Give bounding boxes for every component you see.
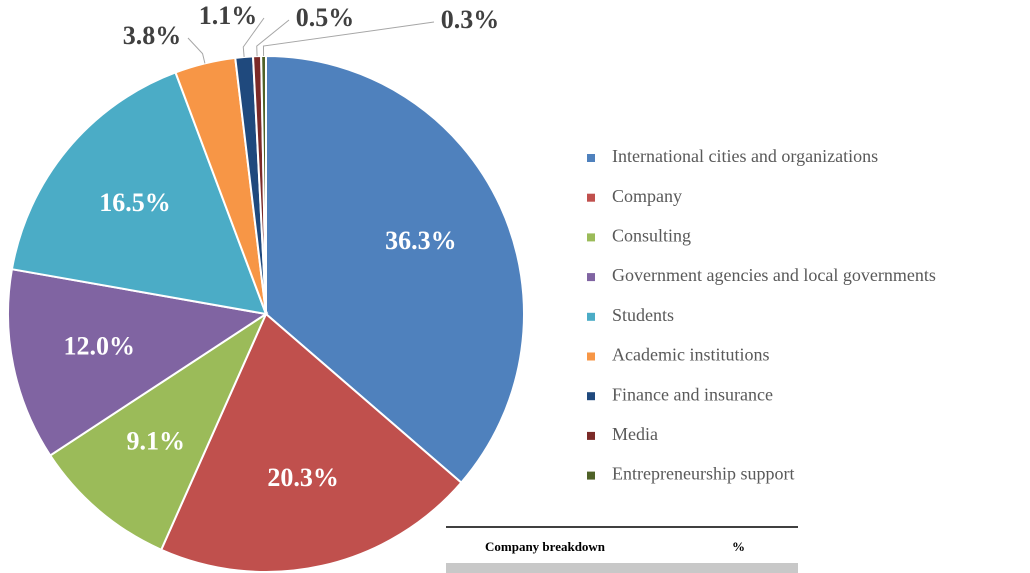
pie-slice: [7, 268, 269, 457]
data-label: 36.3%: [385, 226, 457, 255]
legend-marker: [587, 352, 595, 361]
leader-line: [256, 19, 290, 57]
pie-slice: [10, 71, 268, 316]
legend-marker: [587, 312, 595, 321]
legend-marker: [587, 431, 595, 440]
data-label: 3.8%: [123, 21, 182, 50]
data-label: 0.3%: [441, 5, 500, 34]
table-header: Company breakdown: [485, 539, 606, 554]
legend-label: Media: [612, 424, 658, 444]
legend-marker: [587, 392, 595, 401]
legend-label: International cities and organizations: [612, 146, 878, 166]
data-label: 16.5%: [99, 188, 171, 217]
legend-marker: [587, 233, 595, 242]
legend-marker: [587, 471, 595, 480]
data-label: 9.1%: [126, 427, 185, 456]
data-label: 0.5%: [296, 3, 355, 32]
leader-line: [262, 21, 435, 57]
legend-label: Students: [612, 305, 674, 325]
pie-slice: [48, 311, 269, 552]
pie-slice: [265, 54, 525, 485]
legend-marker: [587, 273, 595, 282]
legend-marker: [587, 193, 595, 202]
table-band: [446, 563, 798, 573]
leader-line: [242, 17, 265, 57]
data-label: 1.1%: [199, 1, 258, 30]
legend-marker: [587, 154, 595, 162]
legend-label: Academic institutions: [612, 345, 769, 365]
legend-label: Government agencies and local government…: [612, 265, 936, 285]
data-label: 12.0%: [63, 331, 135, 360]
pie-slice: [159, 312, 463, 573]
legend-label: Consulting: [612, 226, 691, 246]
legend-label: Entrepreneurship support: [612, 464, 794, 484]
data-label: 20.3%: [267, 463, 339, 492]
table-header: %: [732, 539, 745, 554]
leader-line: [187, 37, 206, 64]
legend-label: Finance and insurance: [612, 384, 773, 404]
legend-label: Company: [612, 186, 682, 206]
